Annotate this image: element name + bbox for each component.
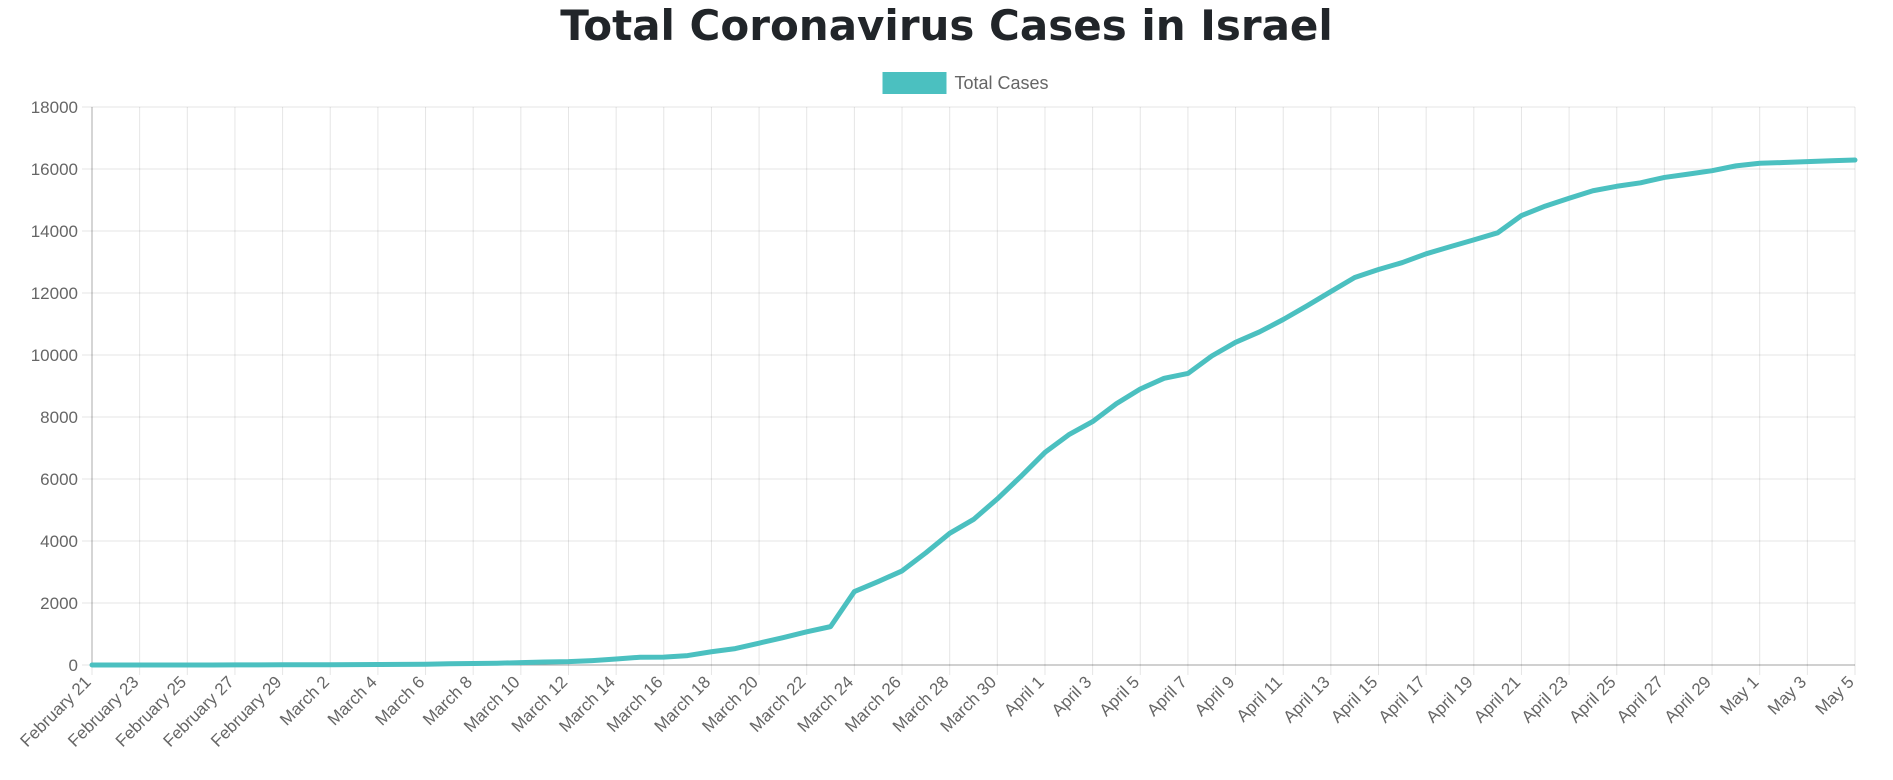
y-tick-label: 2000 [40,594,78,613]
y-tick-label: 10000 [31,346,78,365]
y-tick-label: 18000 [31,98,78,117]
y-tick-label: 12000 [31,284,78,303]
grid-lines [82,106,1856,675]
y-tick-label: 14000 [31,222,78,241]
y-tick-labels: 0 2000 4000 6000 8000 10000 12000 14000 16000 180… [31,98,78,675]
x-tick-label: May 1 [1716,672,1762,718]
x-tick-label: March 4 [324,672,381,729]
x-tick-label: April 11 [1233,672,1286,725]
x-tick-label: April 7 [1143,672,1191,720]
y-tick-label: 6000 [40,470,78,489]
x-tick-label: April 15 [1327,672,1381,726]
x-tick-label: March 2 [276,672,333,729]
x-tick-label: April 5 [1096,672,1144,720]
legend: Total Cases [882,72,1049,94]
x-tick-label: April 25 [1565,672,1619,726]
x-tick-label: April 23 [1518,672,1572,726]
y-tick-label: 8000 [40,408,78,427]
y-tick-label: 16000 [31,160,78,179]
x-tick-label: April 3 [1048,672,1096,720]
x-tick-label: April 29 [1661,672,1715,726]
x-tick-label: March 6 [372,672,429,729]
x-tick-label: April 17 [1375,672,1429,726]
x-tick-label: May 3 [1764,672,1810,718]
x-tick-label: April 1 [1000,672,1048,720]
x-tick-label: April 27 [1613,672,1667,726]
legend-label[interactable]: Total Cases [955,73,1049,93]
y-tick-label: 4000 [40,532,78,551]
series-line-total-cases [89,157,1858,668]
y-tick-label: 0 [69,656,78,675]
chart-title: Total Coronavirus Cases in Israel [560,1,1333,50]
series-lines [89,157,1858,668]
x-tick-label: May 5 [1812,672,1858,718]
x-tick-label: April 21 [1470,672,1524,726]
legend-swatch[interactable] [882,72,947,94]
x-tick-label: April 19 [1422,672,1476,726]
x-tick-label: April 13 [1280,672,1334,726]
x-tick-label: April 9 [1191,672,1239,720]
